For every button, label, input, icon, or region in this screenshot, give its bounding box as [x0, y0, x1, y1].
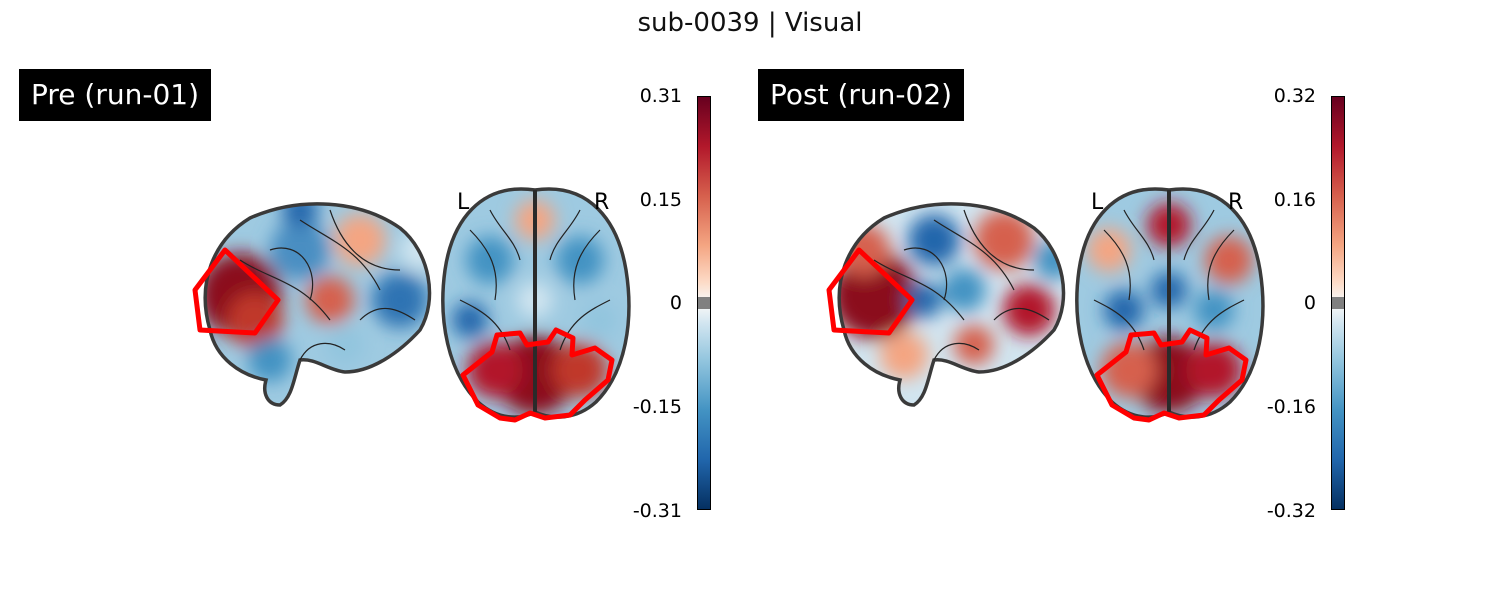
figure-title: sub-0039 | Visual: [637, 8, 863, 38]
right-hemisphere-label: R: [594, 190, 610, 215]
colorbar-tick-min: -0.31: [632, 500, 682, 522]
colorbar-tick-zero: 0: [669, 292, 682, 314]
colorbar-tick-zero: 0: [1303, 292, 1316, 314]
axial-view: [1075, 187, 1265, 423]
panel-post: Post (run-02): [634, 0, 1384, 600]
left-hemisphere-label: L: [1091, 190, 1104, 215]
panel-label: Pre (run-01): [19, 69, 211, 121]
panel-label: Post (run-02): [758, 69, 965, 121]
colorbar-tick-max: 0.32: [1273, 85, 1316, 107]
colorbar-tick-lower: -0.15: [632, 396, 682, 418]
left-hemisphere-label: L: [457, 190, 470, 215]
sagittal-view: [826, 202, 1066, 407]
colorbar-tick-upper: 0.15: [639, 189, 682, 211]
colorbar-tick-lower: -0.16: [1266, 396, 1316, 418]
axial-view: [441, 187, 631, 423]
colorbar-tick-min: -0.32: [1266, 500, 1316, 522]
colorbar: [1331, 96, 1345, 510]
sagittal-view: [192, 202, 432, 407]
panel-pre: Pre (run-01): [19, 69, 711, 522]
brain-glass-views: [826, 187, 1265, 423]
right-hemisphere-label: R: [1228, 190, 1244, 215]
colorbar: [697, 96, 711, 510]
colorbar-tick-upper: 0.16: [1273, 189, 1316, 211]
colorbar-tick-max: 0.31: [639, 85, 682, 107]
brain-glass-views: [192, 187, 631, 423]
